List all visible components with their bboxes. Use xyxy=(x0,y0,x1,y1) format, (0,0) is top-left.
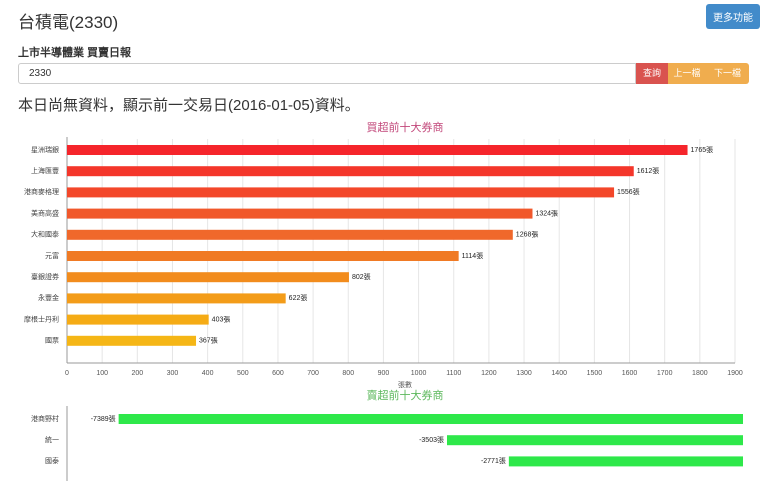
category-label: 上海匯豐 xyxy=(31,166,59,175)
value-label: 1556張 xyxy=(617,188,640,196)
x-tick-label: 1000 xyxy=(411,370,427,377)
charts: 買超前十大券商 0 100 200 300 400 500 600 700 800 900 1000 1… xyxy=(24,120,743,481)
category-label: 星洲瑞銀 xyxy=(31,145,59,154)
prev-button[interactable]: 上一檔 xyxy=(668,63,706,84)
value-label: 1114張 xyxy=(462,252,484,260)
bar xyxy=(67,293,286,304)
x-tick-label: 300 xyxy=(167,370,179,377)
category-label: 臺銀證券 xyxy=(31,272,59,281)
value-label: 1268張 xyxy=(516,231,539,239)
x-tick-label: 500 xyxy=(237,370,249,377)
value-label: 1612張 xyxy=(637,167,660,175)
more-button[interactable]: 更多功能 xyxy=(706,4,760,29)
category-label: 國票 xyxy=(45,337,59,345)
bar xyxy=(508,456,743,467)
bar xyxy=(446,435,743,446)
notice: 本日尚無資料，顯示前一交易日(2016-01-05)資料。 xyxy=(18,97,360,114)
bar xyxy=(118,414,743,424)
x-tick-label: 1100 xyxy=(446,370,461,377)
category-label: 港商野村 xyxy=(31,414,59,423)
x-tick-label: 1500 xyxy=(587,370,603,377)
x-tick-label: 1700 xyxy=(657,370,673,377)
stock-input[interactable]: 2330 xyxy=(18,63,636,84)
category-label: 統一 xyxy=(45,435,59,444)
x-tick-label: 400 xyxy=(202,370,214,377)
value-label: -7389張 xyxy=(91,415,116,423)
form-label: 上市半導體業 買賣日報 xyxy=(18,47,132,59)
value-label: 622張 xyxy=(289,294,308,302)
x-tick-label: 0 xyxy=(65,370,69,377)
value-label: -3503張 xyxy=(419,436,444,444)
category-label: 港商麥格理 xyxy=(24,187,59,196)
x-tick-label: 900 xyxy=(378,370,390,377)
x-tick-label: 700 xyxy=(307,370,319,377)
value-label: -2771張 xyxy=(481,457,506,465)
value-label: 1765張 xyxy=(691,146,714,154)
value-label: 367張 xyxy=(199,337,218,345)
x-tick-label: 1600 xyxy=(622,370,638,377)
bar xyxy=(67,145,688,155)
x-tick-label: 1400 xyxy=(551,370,567,377)
x-tick-label: 100 xyxy=(96,370,108,377)
x-tick-label: 600 xyxy=(272,370,284,377)
x-tick-label: 800 xyxy=(342,370,354,377)
bar xyxy=(67,272,349,283)
value-label: 802張 xyxy=(352,273,371,281)
x-tick-label: 1900 xyxy=(727,370,743,377)
category-label: 國泰 xyxy=(45,456,59,465)
x-tick-label: 1300 xyxy=(516,370,532,377)
query-button[interactable]: 查詢 xyxy=(636,63,668,84)
bar xyxy=(67,166,634,177)
bar xyxy=(67,335,197,346)
chart-title: 賣超前十大券商 xyxy=(367,388,444,402)
bar xyxy=(67,208,533,219)
bar xyxy=(67,314,209,325)
bar xyxy=(67,229,513,240)
chart-title: 買超前十大券商 xyxy=(367,120,444,134)
value-label: 403張 xyxy=(212,315,231,323)
category-label: 美商高盛 xyxy=(31,208,59,217)
next-button[interactable]: 下一檔 xyxy=(706,63,749,84)
x-tick-label: 1800 xyxy=(692,370,708,377)
bar xyxy=(67,251,459,261)
x-tick-label: 200 xyxy=(131,370,143,377)
bar xyxy=(67,187,615,198)
page-title: 台積電(2330) xyxy=(18,13,119,32)
x-tick-label: 1200 xyxy=(481,370,497,377)
category-label: 大和國泰 xyxy=(31,230,59,239)
category-label: 元富 xyxy=(45,251,59,260)
x-axis-label: 張數 xyxy=(398,380,412,389)
category-label: 摩根士丹利 xyxy=(24,314,59,323)
value-label: 1324張 xyxy=(535,209,558,217)
category-label: 永豐金 xyxy=(38,293,59,302)
